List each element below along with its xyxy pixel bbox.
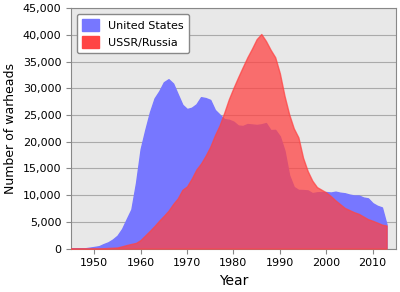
Legend: United States, USSR/Russia: United States, USSR/Russia (77, 14, 189, 53)
X-axis label: Year: Year (219, 274, 248, 288)
Y-axis label: Number of warheads: Number of warheads (4, 63, 17, 194)
